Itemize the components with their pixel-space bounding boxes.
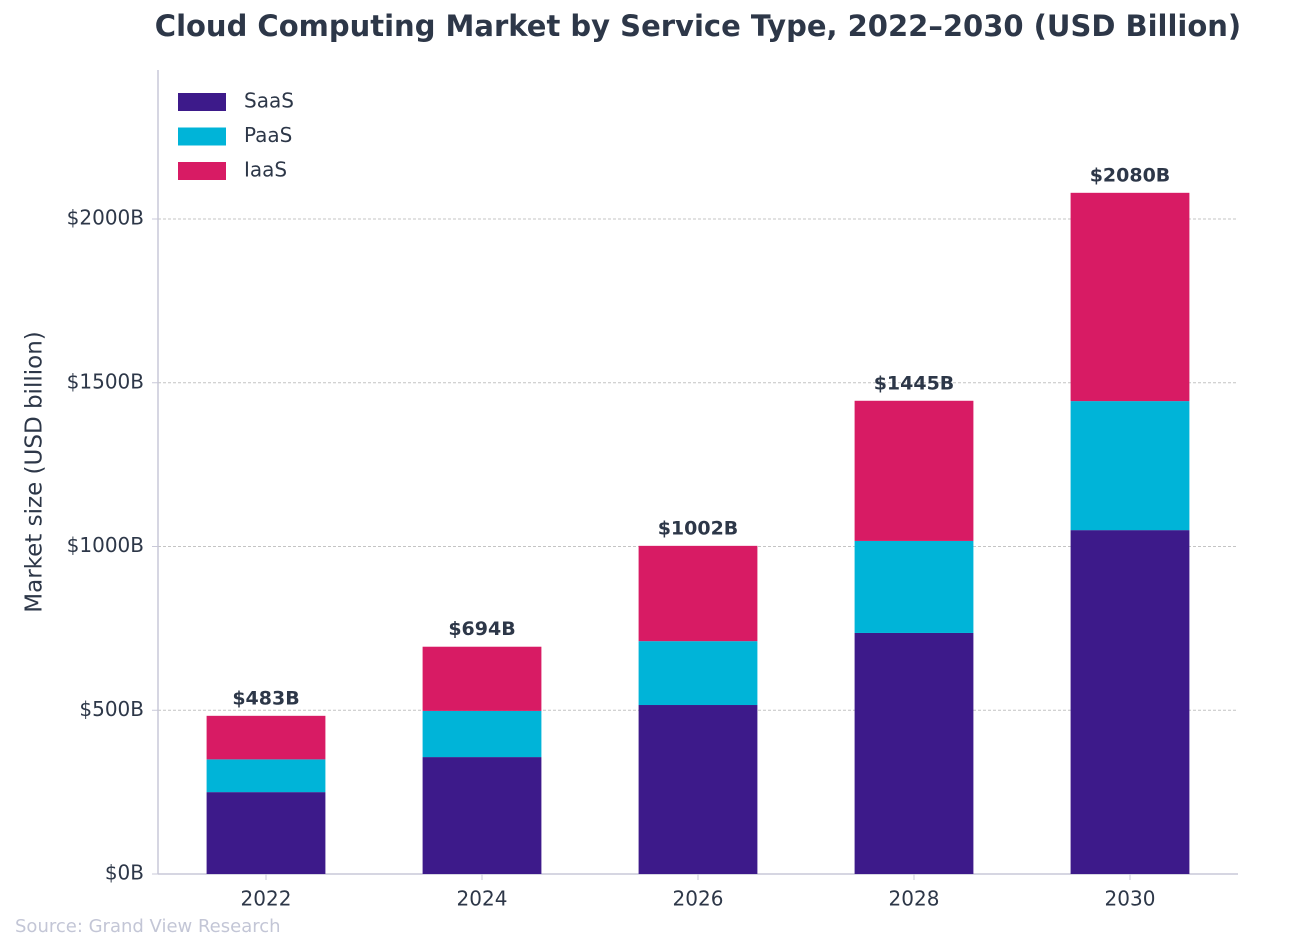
bar-segment (206, 715, 326, 760)
x-tick-label: 2026 (673, 887, 724, 911)
x-tick-label: 2022 (241, 887, 292, 911)
y-tick-label: $0B (105, 861, 144, 885)
bar-segment (422, 757, 542, 874)
bar-segment (1070, 192, 1190, 402)
source-note: Source: Grand View Research (15, 916, 281, 937)
bar-segment (1070, 401, 1190, 531)
bar-segment (638, 641, 758, 706)
total-label: $1002B (658, 517, 739, 539)
y-axis-label: Market size (USD billion) (22, 331, 48, 613)
y-tick-label: $500B (79, 697, 144, 721)
y-tick-label: $2000B (67, 206, 144, 230)
total-label: $483B (232, 687, 299, 709)
total-label: $694B (448, 618, 515, 640)
x-tick-label: 2024 (457, 887, 508, 911)
legend-label: SaaS (244, 89, 294, 113)
legend-label: PaaS (244, 123, 292, 147)
bar-segment (854, 540, 974, 633)
bar-segment (638, 545, 758, 642)
bar-segment (206, 792, 326, 874)
total-label: $2080B (1090, 164, 1171, 186)
y-tick-label: $1000B (67, 533, 144, 557)
chart-title: Cloud Computing Market by Service Type, … (155, 9, 1241, 43)
bar-segment (854, 400, 974, 541)
bar-segment (422, 646, 542, 711)
y-tick-label: $1500B (67, 369, 144, 393)
legend-label: IaaS (244, 158, 287, 182)
x-tick-label: 2028 (889, 887, 940, 911)
bar-segment (638, 705, 758, 874)
bar-segment (206, 759, 326, 793)
bar-segment (1070, 530, 1190, 874)
legend-swatch (178, 127, 226, 146)
x-tick-label: 2030 (1105, 887, 1156, 911)
legend-swatch (178, 93, 226, 111)
legend-swatch (178, 162, 226, 180)
total-label: $1445B (874, 372, 955, 394)
bar-segment (854, 632, 974, 874)
bar-segment (422, 710, 542, 758)
